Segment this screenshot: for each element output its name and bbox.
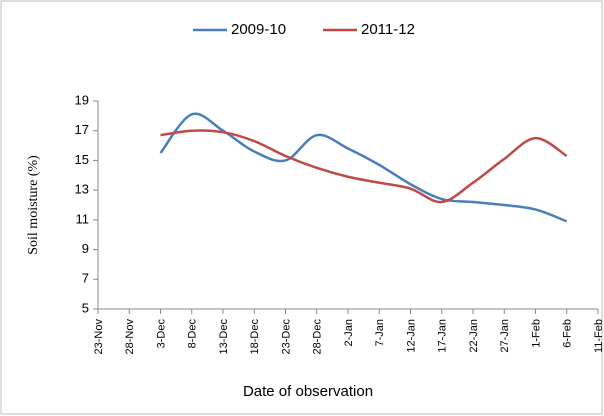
x-tick-label: 12-Jan	[405, 319, 417, 353]
y-tick-label: 17	[75, 122, 89, 137]
x-tick-label: 28-Nov	[124, 319, 136, 355]
x-tick-label: 13-Dec	[218, 319, 230, 355]
y-tick-label: 11	[76, 211, 90, 226]
y-tick-label: 7	[82, 271, 89, 286]
y-tick-label: 13	[75, 182, 89, 197]
x-tick-label: 7-Jan	[374, 319, 386, 347]
x-tick-label: 1-Feb	[530, 319, 542, 348]
x-tick-label: 18-Dec	[249, 319, 261, 355]
x-tick-label: 6-Feb	[562, 319, 574, 348]
y-tick-label: 19	[75, 92, 89, 107]
y-tick-label: 5	[82, 300, 89, 315]
x-tick-label: 23-Nov	[93, 319, 105, 355]
x-tick-label: 22-Jan	[468, 319, 480, 353]
x-tick-label: 27-Jan	[499, 319, 511, 353]
x-tick-label: 17-Jan	[437, 319, 449, 353]
x-tick-label: 2-Jan	[343, 319, 355, 347]
x-tick-label: 3-Dec	[155, 319, 167, 349]
legend-label: 2009-10	[231, 21, 286, 38]
series-line	[160, 129, 568, 204]
x-tick-label: 11-Feb	[593, 319, 604, 353]
legend-label: 2011-12	[361, 21, 415, 38]
y-axis-title: Soil moisture (%)	[26, 155, 41, 255]
x-tick-label: 8-Dec	[187, 319, 199, 349]
x-tick-label: 28-Dec	[312, 319, 324, 355]
y-tick-label: 15	[75, 152, 89, 167]
x-tick-label: 23-Dec	[280, 319, 292, 355]
y-tick-label: 9	[82, 241, 89, 256]
x-axis-title: Date of observation	[243, 383, 373, 400]
